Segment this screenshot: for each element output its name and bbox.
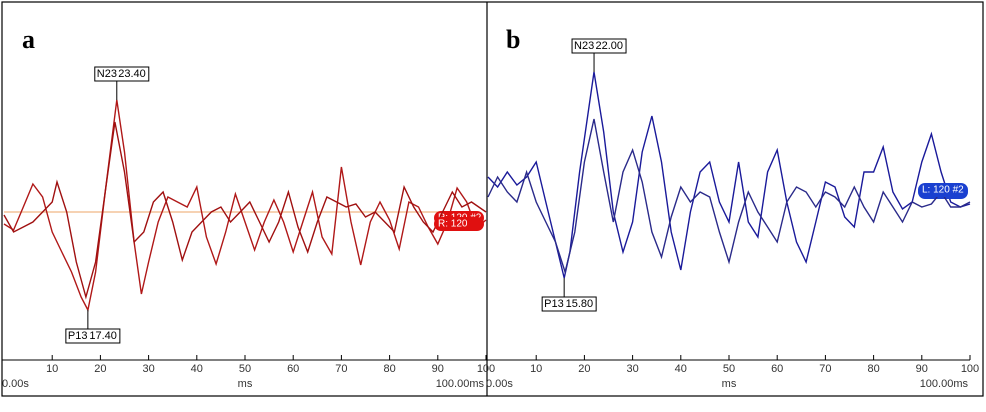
x-tick-label: 80 <box>867 363 879 375</box>
panel-label: b <box>506 25 520 54</box>
annotation-box <box>65 328 121 344</box>
x-tick-label: 90 <box>432 363 444 375</box>
frame <box>1 1 984 397</box>
x-tick-label: 30 <box>626 363 638 375</box>
x-tick-label: 70 <box>819 363 831 375</box>
x-tick-label: 50 <box>239 363 251 375</box>
x-tick-label: 50 <box>723 363 735 375</box>
annotation-value: 23.40 <box>118 68 146 80</box>
annotation-label: P13 <box>544 298 564 310</box>
series-name: R: 120 <box>438 219 468 230</box>
series-name: L: 120 #2 <box>922 185 964 196</box>
x-tick-label: 70 <box>335 363 347 375</box>
x-tick-label: 10 <box>46 363 58 375</box>
annotation-label: P13 <box>68 330 88 342</box>
x-start-label: 0.00s <box>2 378 29 390</box>
waveform <box>3 99 487 313</box>
annotation-box <box>94 66 150 82</box>
x-tick-label: 60 <box>287 363 299 375</box>
annotation-box <box>541 296 597 312</box>
annotation-label: N23 <box>574 40 594 52</box>
x-tick-label: 10 <box>530 363 542 375</box>
x-tick-label: 20 <box>94 363 106 375</box>
x-tick-label: 20 <box>578 363 590 375</box>
x-tick-label: 60 <box>771 363 783 375</box>
annotation-box <box>571 38 627 54</box>
series-tag: L: 120 #2 <box>918 183 968 197</box>
x-axis-label: ms <box>238 378 253 390</box>
waveform <box>3 121 487 300</box>
x-tick-label: 40 <box>675 363 687 375</box>
x-tick-label: 100 <box>477 363 495 375</box>
x-end-label: 100.00ms <box>920 378 969 390</box>
x-axis-label: ms <box>722 378 737 390</box>
annotation-value: 22.00 <box>596 40 624 52</box>
waveform <box>487 71 971 279</box>
x-tick-label: 100 <box>961 363 979 375</box>
x-tick-label: 30 <box>142 363 154 375</box>
panel-label: a <box>22 25 35 54</box>
waveform <box>487 118 971 275</box>
annotation-value: 15.80 <box>566 298 594 310</box>
series-tag: R: 120 <box>434 217 484 231</box>
x-start-label: 0.00s <box>486 378 513 390</box>
annotation-value: 17.40 <box>89 330 117 342</box>
series-tag-bg <box>434 217 484 231</box>
x-tick-label: 80 <box>383 363 395 375</box>
annotation-label: N23 <box>97 68 117 80</box>
x-end-label: 100.00ms <box>436 378 485 390</box>
x-tick-label: 40 <box>191 363 203 375</box>
x-tick-label: 90 <box>916 363 928 375</box>
series-tag-bg <box>918 183 968 197</box>
